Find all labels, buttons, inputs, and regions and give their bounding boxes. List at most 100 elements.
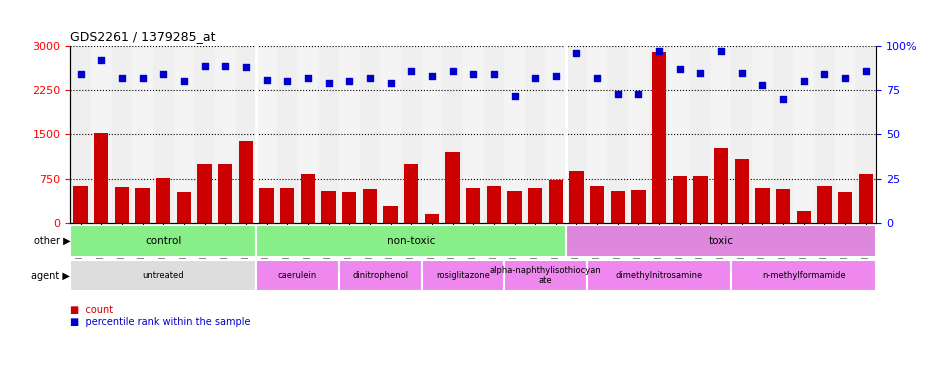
- Bar: [94, 132, 109, 223]
- Point: [300, 75, 315, 81]
- Point: [837, 75, 852, 81]
- Bar: [837, 192, 852, 223]
- Point: [589, 75, 604, 81]
- Bar: [70, 260, 256, 291]
- Bar: [421, 46, 442, 223]
- Point: [176, 78, 191, 84]
- Bar: [403, 164, 418, 223]
- Point: [713, 48, 728, 55]
- Bar: [445, 152, 460, 223]
- Point: [506, 93, 521, 99]
- Bar: [816, 186, 831, 223]
- Bar: [70, 46, 91, 223]
- Bar: [235, 46, 256, 223]
- Bar: [339, 46, 359, 223]
- Bar: [734, 159, 748, 223]
- Bar: [239, 141, 253, 223]
- Point: [527, 75, 542, 81]
- Bar: [504, 46, 524, 223]
- Bar: [506, 191, 521, 223]
- Text: other ▶: other ▶: [34, 236, 70, 246]
- Point: [258, 76, 273, 83]
- Point: [857, 68, 872, 74]
- Bar: [342, 192, 356, 223]
- Text: alpha-naphthylisothiocyan
ate: alpha-naphthylisothiocyan ate: [490, 266, 601, 285]
- Bar: [772, 46, 793, 223]
- Bar: [710, 46, 731, 223]
- Bar: [194, 46, 214, 223]
- Point: [383, 80, 398, 86]
- Text: n-methylformamide: n-methylformamide: [761, 271, 844, 280]
- Bar: [796, 211, 811, 223]
- Bar: [462, 46, 483, 223]
- Text: non-toxic: non-toxic: [387, 236, 435, 246]
- Point: [568, 50, 583, 56]
- Bar: [610, 191, 624, 223]
- Bar: [359, 46, 380, 223]
- Bar: [256, 260, 339, 291]
- Bar: [857, 174, 872, 223]
- Bar: [775, 189, 789, 223]
- Point: [734, 70, 749, 76]
- Text: untreated: untreated: [142, 271, 183, 280]
- Point: [816, 71, 831, 78]
- Bar: [713, 148, 727, 223]
- Bar: [668, 46, 690, 223]
- Bar: [256, 46, 277, 223]
- Point: [465, 71, 480, 78]
- Bar: [855, 46, 875, 223]
- Bar: [590, 186, 604, 223]
- Point: [775, 96, 790, 102]
- Bar: [548, 180, 563, 223]
- Bar: [401, 46, 421, 223]
- Bar: [524, 46, 545, 223]
- Bar: [300, 174, 314, 223]
- Bar: [834, 46, 855, 223]
- Bar: [486, 186, 501, 223]
- Bar: [256, 225, 565, 257]
- Bar: [91, 46, 111, 223]
- Bar: [197, 164, 212, 223]
- Bar: [754, 188, 768, 223]
- Point: [155, 71, 170, 78]
- Text: rosiglitazone: rosiglitazone: [435, 271, 490, 280]
- Text: ■  percentile rank within the sample: ■ percentile rank within the sample: [70, 317, 251, 327]
- Bar: [793, 46, 813, 223]
- Bar: [648, 46, 668, 223]
- Point: [342, 78, 357, 84]
- Point: [796, 78, 811, 84]
- Bar: [277, 46, 298, 223]
- Bar: [465, 188, 480, 223]
- Bar: [298, 46, 318, 223]
- Bar: [565, 225, 875, 257]
- Point: [609, 91, 624, 97]
- Bar: [731, 260, 875, 291]
- Bar: [156, 178, 170, 223]
- Bar: [627, 46, 648, 223]
- Bar: [442, 46, 462, 223]
- Bar: [690, 46, 710, 223]
- Point: [114, 75, 129, 81]
- Bar: [693, 176, 707, 223]
- Text: agent ▶: agent ▶: [32, 270, 70, 281]
- Bar: [321, 191, 335, 223]
- Bar: [73, 186, 88, 223]
- Bar: [111, 46, 132, 223]
- Point: [217, 63, 232, 69]
- Bar: [565, 46, 586, 223]
- Bar: [177, 192, 191, 223]
- Bar: [114, 187, 129, 223]
- Point: [197, 63, 212, 69]
- Bar: [813, 46, 834, 223]
- Bar: [631, 190, 645, 223]
- Bar: [132, 46, 153, 223]
- Bar: [259, 188, 273, 223]
- Text: dinitrophenol: dinitrophenol: [352, 271, 408, 280]
- Bar: [586, 260, 731, 291]
- Bar: [339, 260, 421, 291]
- Point: [693, 70, 708, 76]
- Point: [630, 91, 645, 97]
- Bar: [383, 206, 398, 223]
- Point: [362, 75, 377, 81]
- Bar: [218, 164, 232, 223]
